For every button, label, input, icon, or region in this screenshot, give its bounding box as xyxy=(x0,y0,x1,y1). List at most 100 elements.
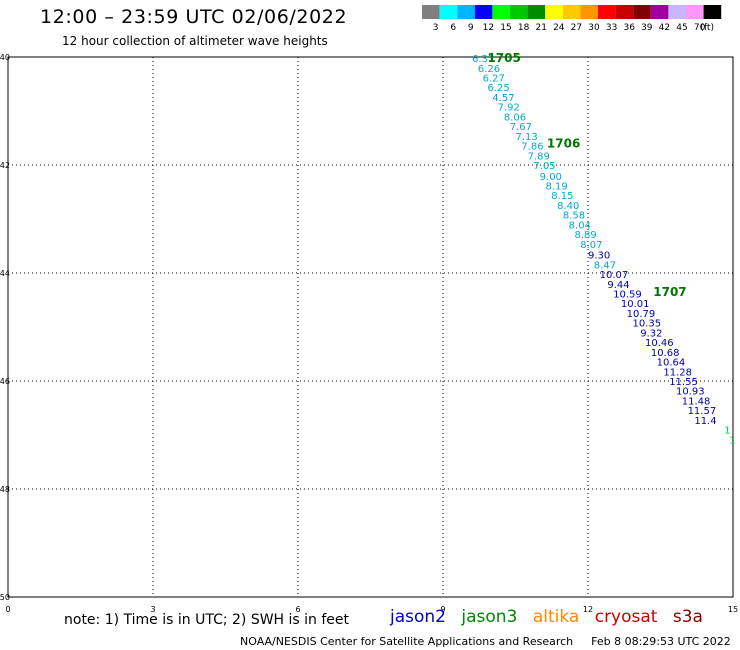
legend-label: 36 xyxy=(623,23,635,33)
wave-height-label: 6.26 xyxy=(478,64,500,75)
legend-swatch xyxy=(650,5,669,19)
satellite-jason3: jason3 xyxy=(461,607,518,627)
wave-height-label: 7.05 xyxy=(533,161,555,172)
legend-label: 12 xyxy=(483,23,494,33)
legend-label: 18 xyxy=(518,23,530,33)
y-tick-label: -46 xyxy=(0,377,10,386)
wave-height-label: 10.93 xyxy=(676,387,705,398)
legend-swatch xyxy=(510,5,528,19)
wave-height-label: 7.67 xyxy=(510,122,532,133)
wave-height-label: 8.06 xyxy=(504,112,526,123)
legend-label: 3 xyxy=(433,23,439,33)
wave-height-label: 9.32 xyxy=(640,328,662,339)
wave-height-label: 6.37 xyxy=(472,54,494,65)
wave-height-label: 7.89 xyxy=(528,151,550,162)
footer-note: note: 1) Time is in UTC; 2) SWH is in fe… xyxy=(64,612,350,628)
wave-height-label: 8.47 xyxy=(594,260,616,271)
legend-swatch xyxy=(615,5,634,19)
legend-label: 30 xyxy=(588,23,600,33)
x-tick-label: 15 xyxy=(728,605,738,614)
legend-label: 6 xyxy=(450,23,456,33)
wave-height-label: 11.55 xyxy=(669,377,698,388)
wave-height-label: 10.01 xyxy=(621,299,650,310)
legend-label: 24 xyxy=(553,23,565,33)
legend-swatch xyxy=(527,5,546,19)
wave-height-label: 11.57 xyxy=(688,406,717,417)
plot-axes: 0 3 6 9 12 15 -40 -42 -44 -46 -48 -50 xyxy=(0,53,738,614)
chart-title: 12:00 – 23:59 UTC 02/06/2022 xyxy=(40,6,348,28)
wave-height-label: 8.40 xyxy=(557,201,579,212)
wave-height-label: 9.00 xyxy=(540,172,562,183)
wave-height-label: 7.92 xyxy=(498,103,520,114)
wave-height-label: 8.07 xyxy=(580,240,602,251)
wave-height-label: 10.59 xyxy=(613,290,642,301)
y-tick-label: -44 xyxy=(0,269,10,278)
wave-height-label: 10.07 xyxy=(600,270,629,281)
wave-height-label: 11.48 xyxy=(682,396,711,407)
legend-swatch xyxy=(457,5,475,19)
satellite-cryosat: cryosat xyxy=(594,607,658,627)
time-label: 1706 xyxy=(547,136,580,150)
wave-height-label: 8.58 xyxy=(563,211,585,222)
wave-height-label: 8.19 xyxy=(545,182,567,193)
wave-height-label: 1 xyxy=(724,426,730,437)
wave-height-label: 11.28 xyxy=(663,367,692,378)
legend-swatch xyxy=(422,5,440,19)
plot-grid xyxy=(8,57,733,597)
legend-label: 39 xyxy=(641,23,653,33)
wave-height-label: 1 xyxy=(729,435,735,446)
legend-swatch xyxy=(686,5,704,19)
wave-height-label: 4.57 xyxy=(492,93,514,104)
wave-height-label: 10.35 xyxy=(632,319,661,330)
legend-label: 45 xyxy=(676,23,687,33)
time-labels: 1705 1706 1707 xyxy=(487,51,686,299)
legend-swatch xyxy=(439,5,458,19)
legend-label: 70 xyxy=(694,23,706,33)
wave-height-label: 10.46 xyxy=(645,338,674,349)
wave-height-label: 7.86 xyxy=(521,142,543,153)
y-tick-label: -40 xyxy=(0,53,10,62)
x-tick-label: 0 xyxy=(5,605,10,614)
y-tick-label: -48 xyxy=(0,485,10,494)
legend-label: 9 xyxy=(468,23,474,33)
legend-swatch xyxy=(580,5,598,19)
plot-frame xyxy=(7,56,734,598)
legend-label: 27 xyxy=(571,23,582,33)
legend-swatch xyxy=(703,5,722,19)
wave-height-label: 7.13 xyxy=(516,132,538,143)
satellite-altika: altika xyxy=(532,607,580,627)
satellite-legend: jason2 jason3 altika cryosat s3a xyxy=(390,607,713,627)
legend-unit: (ft) xyxy=(700,23,714,33)
legend-swatch xyxy=(668,5,686,19)
legend-swatch xyxy=(598,5,616,19)
wave-height-label: 11.4 xyxy=(694,416,716,427)
footer-credit: NOAA/NESDIS Center for Satellite Applica… xyxy=(240,635,731,648)
legend-label: 33 xyxy=(606,23,617,33)
time-label: 1705 xyxy=(487,51,520,65)
wave-height-label: 9.44 xyxy=(607,280,629,291)
wave-height-label: 8.04 xyxy=(569,220,591,231)
legend-label: 21 xyxy=(535,23,546,33)
satellite-s3a: s3a xyxy=(672,607,703,627)
y-tick-label: -42 xyxy=(0,161,10,170)
x-tick-label: 9 xyxy=(440,605,445,614)
legend-swatch xyxy=(633,5,651,19)
wave-height-label: 9.30 xyxy=(588,251,610,262)
legend-label: 42 xyxy=(659,23,670,33)
credit-org: NOAA/NESDIS Center for Satellite Applica… xyxy=(240,635,574,648)
wave-height-label: 10.68 xyxy=(651,348,680,359)
legend-swatch xyxy=(474,5,493,19)
data-points: 6.376.266.276.254.577.928.067.677.137.86… xyxy=(472,54,736,446)
x-tick-label: 6 xyxy=(295,605,300,614)
wave-height-label: 8.89 xyxy=(574,230,596,241)
x-tick-label: 12 xyxy=(583,605,593,614)
legend-swatch xyxy=(562,5,581,19)
legend-swatch xyxy=(492,5,510,19)
credit-timestamp: Feb 8 08:29:53 UTC 2022 xyxy=(591,635,731,648)
satellite-jason2: jason2 xyxy=(390,607,446,627)
time-label: 1707 xyxy=(653,285,686,299)
wave-height-label: 6.25 xyxy=(487,83,509,94)
wave-height-label: 8.15 xyxy=(551,191,573,202)
wave-height-label: 10.79 xyxy=(627,309,656,320)
